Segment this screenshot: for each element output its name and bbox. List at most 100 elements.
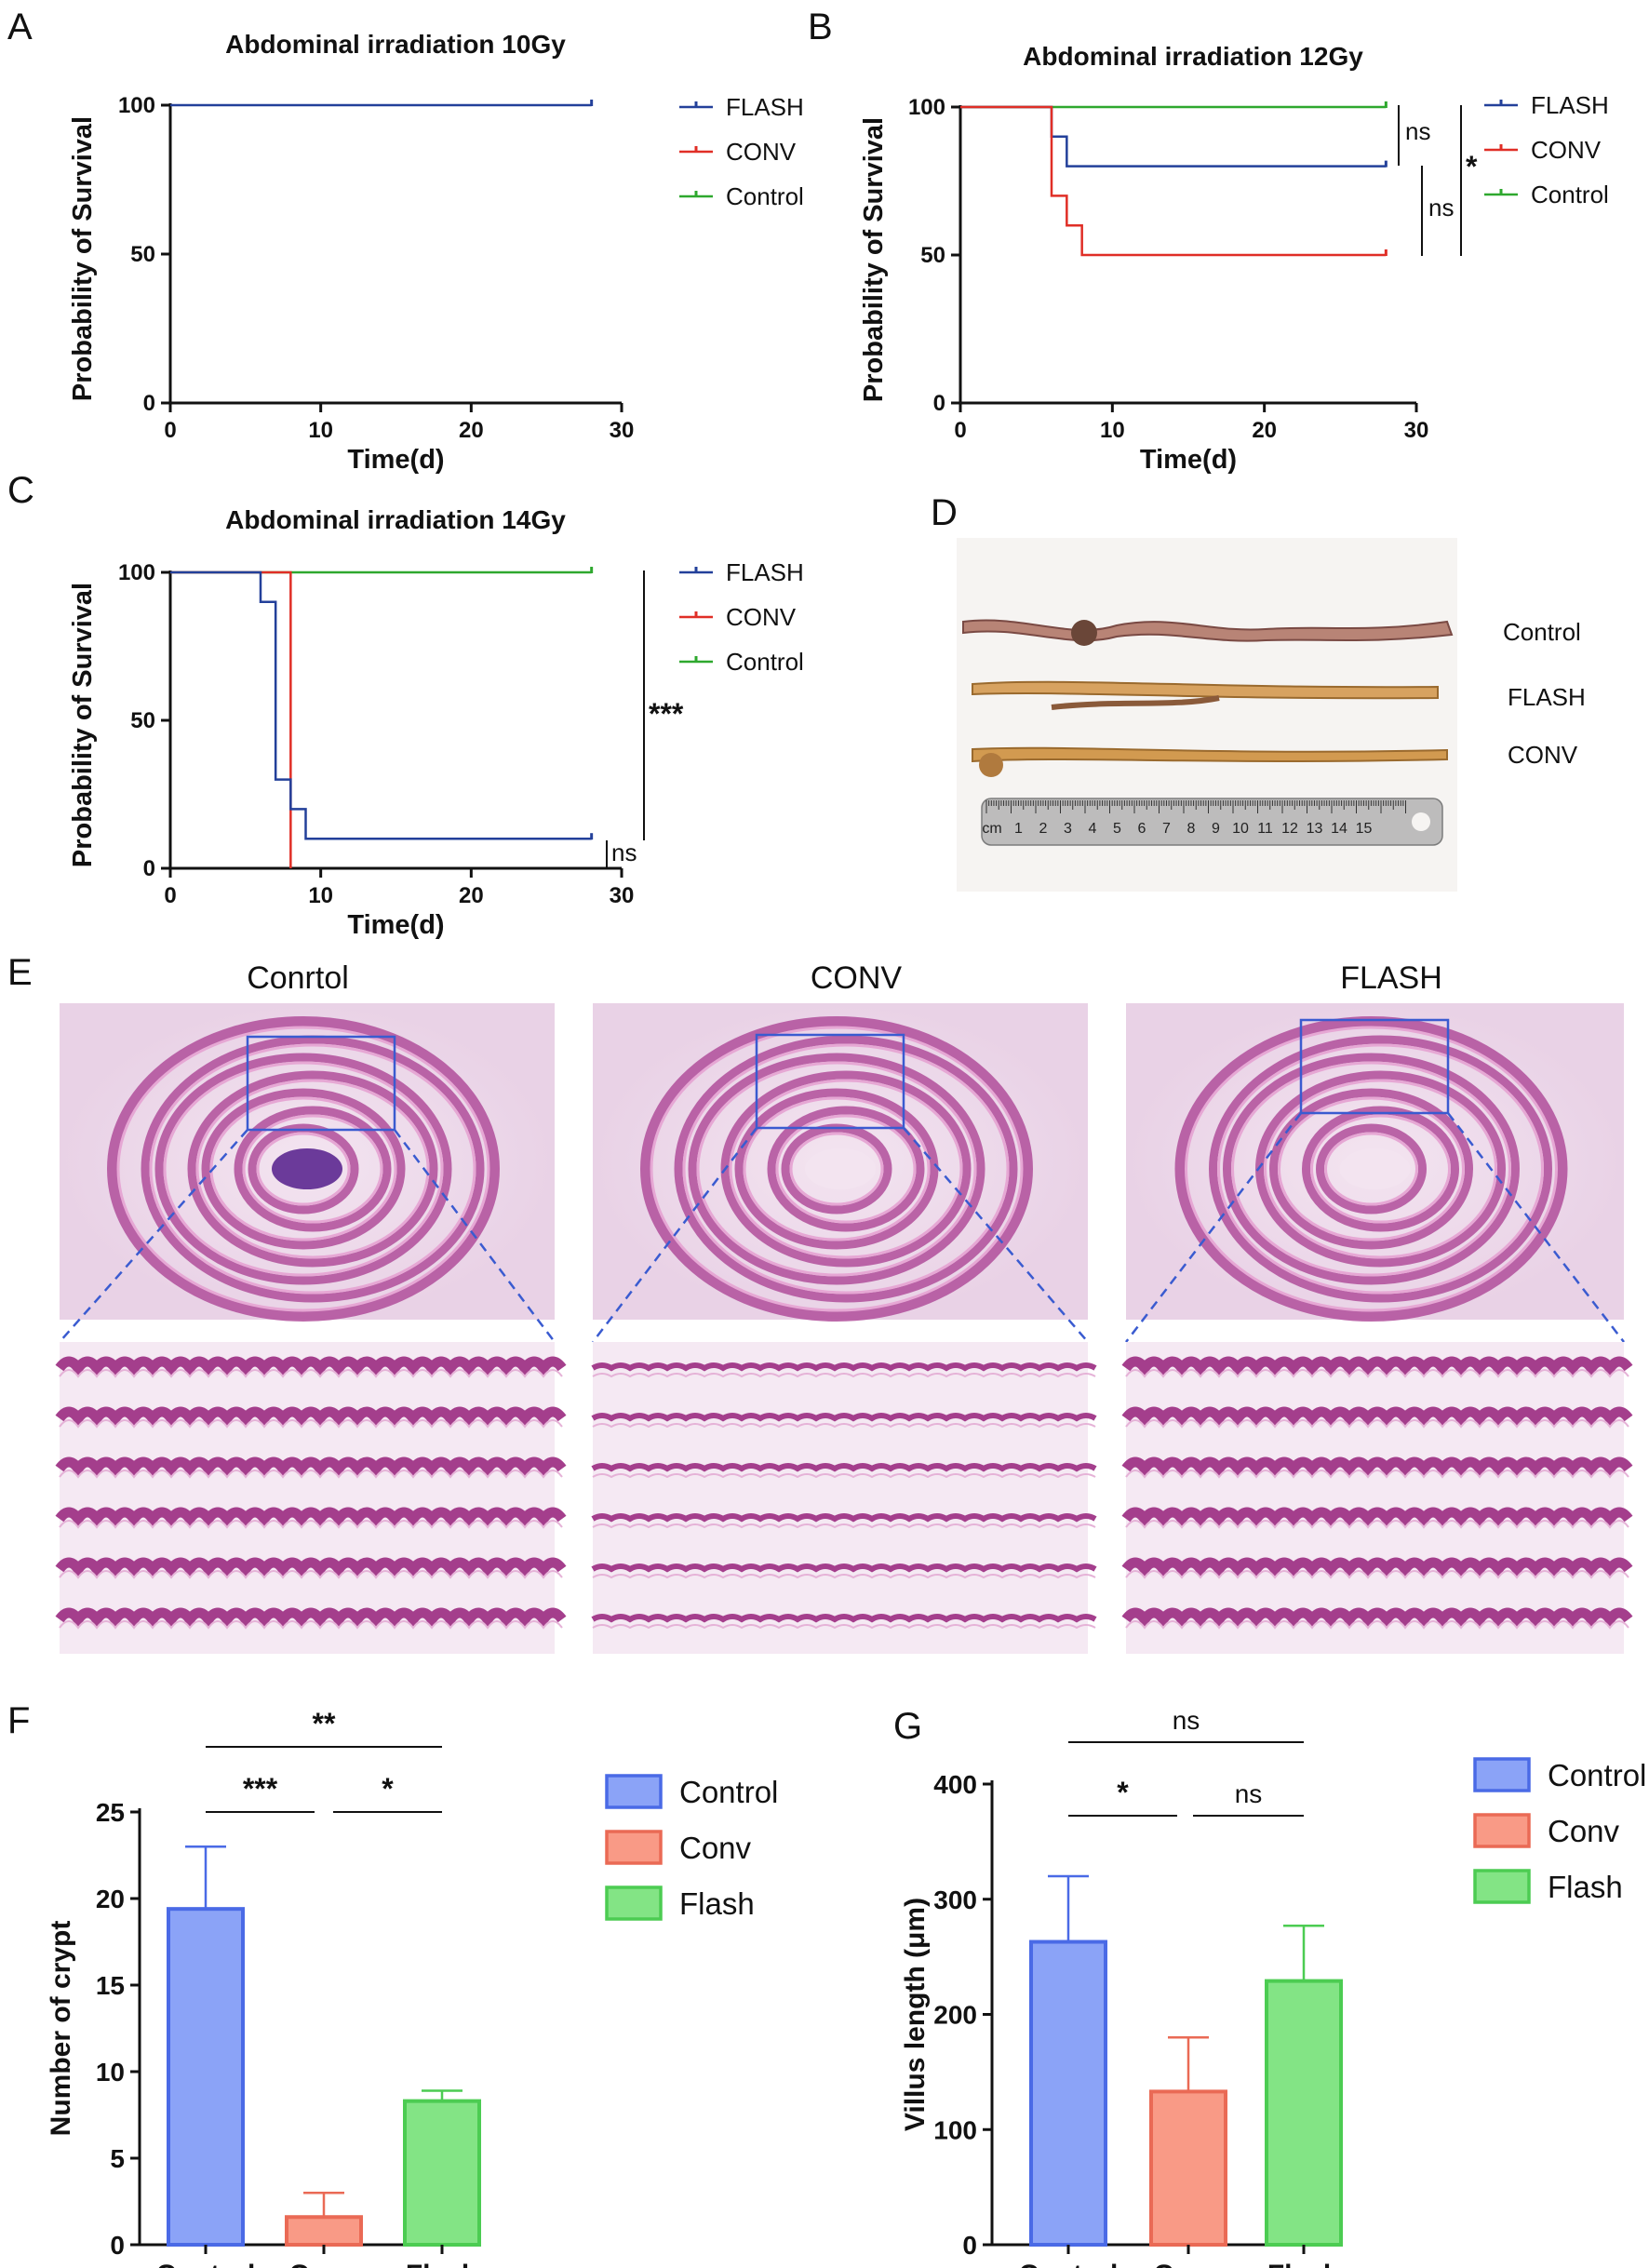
legend-label-conv: CONV <box>1531 136 1602 164</box>
histology-title-control: Conrtol <box>247 960 349 996</box>
x-tick-label: 20 <box>459 883 484 908</box>
histology-zoom-flash <box>1126 1342 1624 1654</box>
villi-band <box>55 1356 567 1377</box>
ruler-number: 13 <box>1307 821 1323 837</box>
legend-label-conv: CONV <box>726 138 797 166</box>
ruler-number: 2 <box>1039 821 1048 837</box>
villi-band-edge <box>59 1620 563 1630</box>
villi-band <box>591 1513 1097 1523</box>
ruler-number: 14 <box>1331 821 1347 837</box>
zoom-connector <box>1125 1112 1302 1343</box>
panel-label-c: C <box>7 470 34 511</box>
sig-label: ns <box>1235 1779 1263 1808</box>
ruler-number: 10 <box>1232 821 1249 837</box>
panel-label-f: F <box>7 1700 30 1741</box>
villi-band <box>55 1557 567 1578</box>
legend-swatch-control <box>605 1774 663 1809</box>
histology-images <box>55 1003 1633 1654</box>
histology-title-conv: CONV <box>811 960 903 996</box>
intestine-ring <box>187 1070 438 1268</box>
y-tick-label: 0 <box>143 856 155 881</box>
intestine-flash-loop <box>1051 695 1220 710</box>
panel-label-b: B <box>808 7 833 47</box>
intestine-ring <box>248 1123 359 1215</box>
category-label-flash: Flash <box>1267 2260 1340 2268</box>
villi-band-edge <box>592 1574 1096 1579</box>
villi-band <box>55 1406 567 1428</box>
intestine-ring-inner <box>1217 1043 1544 1295</box>
intestine-ring <box>734 1088 939 1250</box>
x-tick-label: 30 <box>1404 418 1429 443</box>
chart-title-c: Abdominal irradiation 14Gy <box>225 505 566 534</box>
y-axis-label-f: Number of crypt <box>46 1921 76 2137</box>
legend-label-control: Control <box>1548 1758 1646 1792</box>
chart-title-b: Abdominal irradiation 12Gy <box>1023 42 1363 71</box>
villi-band <box>1121 1406 1633 1428</box>
y-tick-label: 50 <box>920 243 945 268</box>
legend-label-flash: FLASH <box>726 558 804 586</box>
intestine-lumen <box>1339 1148 1411 1189</box>
intestine-ring <box>1209 1035 1552 1303</box>
villi-band <box>591 1413 1097 1422</box>
zoom-connector <box>592 1127 757 1343</box>
sig-label-ns: ns <box>611 839 637 866</box>
villi-band-edge <box>1125 1470 1629 1479</box>
intestine-ring-inner <box>1310 1114 1451 1224</box>
villi-band-edge <box>59 1520 563 1529</box>
x-tick-label: 10 <box>308 418 333 443</box>
bar-control <box>167 1907 245 2247</box>
ruler-hole <box>1412 812 1430 831</box>
series-line-flash <box>960 105 1387 168</box>
legend-label-flash: Flash <box>679 1886 755 1921</box>
x-axis-label-b: Time(d) <box>1140 445 1237 475</box>
panel-label-e: E <box>7 952 33 993</box>
villi-band <box>55 1507 567 1528</box>
panel-label-d: D <box>931 492 958 533</box>
sig-label: * <box>1117 1776 1129 1809</box>
x-tick-label: 0 <box>164 883 176 908</box>
category-label-control: Control <box>1019 2260 1119 2268</box>
villi-band-edge <box>1125 1520 1629 1529</box>
y-tick-label: 50 <box>130 242 155 267</box>
villi-band-edge <box>1125 1570 1629 1579</box>
villi-band-edge <box>1125 1620 1629 1630</box>
intestine-ring <box>1316 1123 1427 1215</box>
y-tick-label: 100 <box>118 93 155 118</box>
histology-title-flash: FLASH <box>1340 960 1442 996</box>
ruler-number: 5 <box>1113 821 1121 837</box>
legend-swatch-flash <box>1473 1869 1531 1904</box>
intestine-ring-inner <box>1324 1132 1418 1206</box>
zoom-region-box <box>1299 1018 1450 1115</box>
bar-conv <box>285 2215 363 2247</box>
y-tick-label: 10 <box>96 2058 125 2087</box>
intestine-ring <box>674 1035 1018 1303</box>
intestine-ring-inner <box>682 1043 1010 1295</box>
x-axis-label-a: Time(d) <box>347 445 444 475</box>
intestine-ring-inner <box>116 1026 490 1312</box>
villi-band-edge <box>59 1570 563 1579</box>
villi-band <box>1121 1607 1633 1629</box>
intestine-lumen <box>805 1148 876 1189</box>
legend-label-control: Control <box>679 1775 778 1809</box>
villi-band-edge <box>59 1369 563 1378</box>
intestine-ring <box>1269 1088 1473 1250</box>
sig-label-three-star: *** <box>649 697 684 731</box>
villi-band <box>55 1607 567 1629</box>
chart-title-a: Abdominal irradiation 10Gy <box>225 30 566 59</box>
bar-flash <box>403 2099 481 2248</box>
histology-panel: Conrtol CONV FLASH <box>55 960 1633 1654</box>
villi-band <box>1121 1456 1633 1478</box>
legend-label-control: Control <box>726 182 804 210</box>
intestine-ring-inner <box>256 1132 351 1206</box>
villi-band-edge <box>1125 1419 1629 1429</box>
legend-label-conv: Conv <box>1548 1814 1620 1848</box>
intestine-ring-inner <box>209 1096 397 1241</box>
survival-chart-10gy: Abdominal irradiation 10Gy 0 50 100 0 10 20 30 T… <box>68 30 804 475</box>
intestine-ring-inner <box>163 1061 444 1277</box>
y-tick-label: 0 <box>962 2231 977 2260</box>
legend-swatch-conv <box>605 1830 663 1865</box>
ruler-number: 4 <box>1089 821 1097 837</box>
ruler-number: 8 <box>1187 821 1196 837</box>
intestine-conv <box>972 746 1448 763</box>
ruler-number: cm <box>982 821 1001 837</box>
